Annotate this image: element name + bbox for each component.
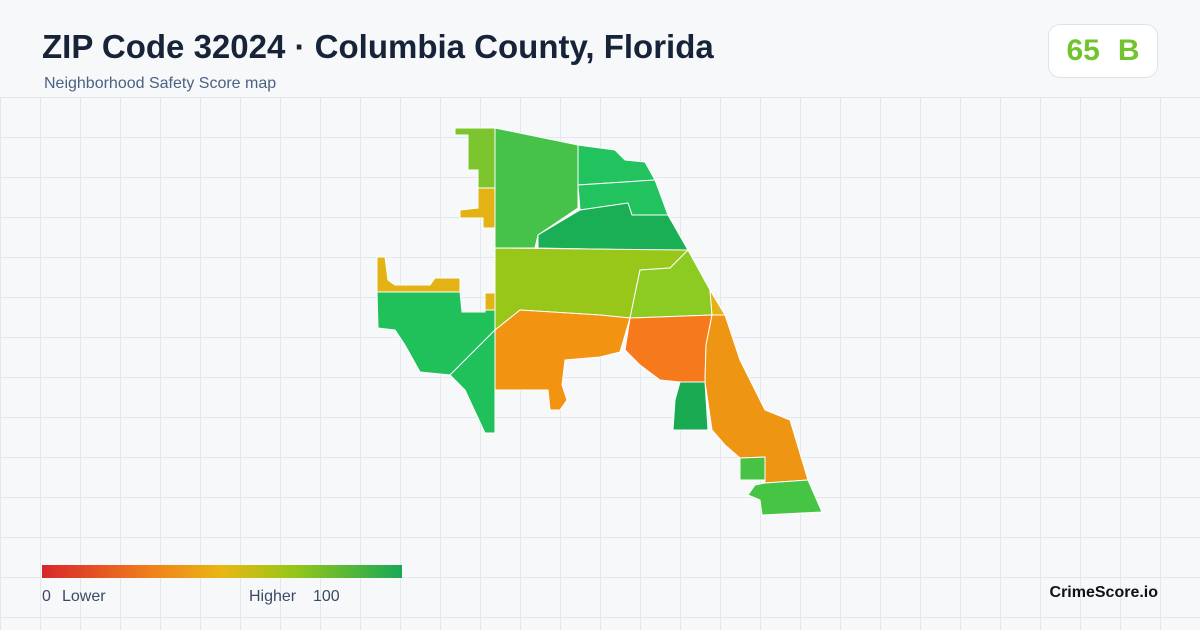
region bbox=[449, 328, 496, 434]
score-value: 65 bbox=[1066, 34, 1100, 67]
subtitle: Neighborhood Safety Score map bbox=[44, 75, 277, 92]
region bbox=[459, 187, 496, 229]
legend-min: 0 bbox=[42, 588, 51, 605]
brand: CrimeScore.io bbox=[1049, 584, 1158, 601]
region bbox=[672, 381, 709, 431]
legend-min-label: Lower bbox=[62, 588, 106, 605]
region bbox=[494, 309, 631, 411]
score-badge: 65 B bbox=[1048, 24, 1158, 78]
region bbox=[747, 479, 823, 516]
region bbox=[484, 292, 496, 311]
region bbox=[624, 314, 713, 383]
score-grade: B bbox=[1117, 34, 1140, 67]
legend-gradient bbox=[42, 565, 402, 578]
region bbox=[709, 289, 726, 316]
legend-max: 100 bbox=[313, 588, 340, 605]
legend-max-label: Higher bbox=[249, 588, 297, 605]
region bbox=[376, 256, 461, 293]
region bbox=[739, 456, 766, 481]
region bbox=[577, 144, 656, 186]
title: ZIP Code 32024 · Columbia County, Florid… bbox=[42, 28, 714, 65]
region bbox=[454, 127, 496, 189]
